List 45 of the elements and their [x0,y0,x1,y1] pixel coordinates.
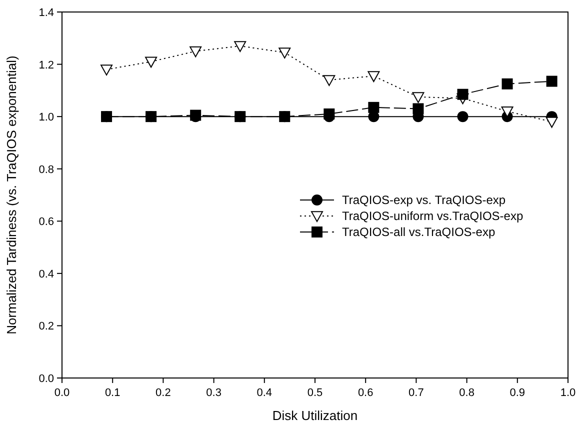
y-tick-label: 1.4 [38,7,54,19]
x-tick-label: 0.5 [307,387,323,399]
legend-label: TraQIOS-uniform vs.TraQIOS-exp [342,209,524,223]
point [368,71,380,82]
y-axis-title: Normalized Tardiness (vs. TraQIOS exponential) [4,56,19,334]
point [546,116,558,128]
x-tick-label: 0.6 [358,387,374,399]
point [234,111,246,122]
y-tick-label: 0.8 [38,164,54,176]
point [457,111,468,122]
point [234,41,246,52]
x-tick-label: 0.2 [156,387,171,399]
y-tick-label: 0.0 [38,373,54,385]
x-tick-label: 0.8 [459,387,474,399]
point [412,103,424,114]
point [323,75,336,86]
x-tick-label: 0.7 [408,387,424,399]
y-tick-label: 1.2 [38,59,54,72]
y-tick-label: 0.2 [38,320,54,333]
point [324,108,335,120]
point [278,48,291,59]
point [502,78,513,90]
point [190,46,202,58]
legend-label: TraQIOS-all vs.TraQIOS-exp [342,225,496,239]
y-tick-label: 0.4 [38,268,54,280]
point [145,56,158,68]
x-tick-label: 0.0 [54,387,70,399]
x-tick-label: 1.0 [560,387,576,399]
legend-label: TraQIOS-exp vs. TraQIOS-exp [342,193,506,207]
x-tick-label: 0.9 [510,387,526,399]
point [501,106,514,118]
point [546,76,558,87]
x-tick-label: 0.3 [206,387,222,399]
point [457,88,468,100]
point [100,64,113,76]
x-axis-title: Disk Utilization [272,408,358,423]
y-tick-label: 1.0 [38,112,54,124]
x-tick-label: 0.1 [104,387,120,399]
point [101,111,112,122]
x-tick-label: 0.4 [256,387,272,399]
y-tick-label: 0.6 [38,216,54,228]
point [412,92,424,103]
point [146,111,157,122]
point [279,111,290,122]
point [368,102,380,113]
